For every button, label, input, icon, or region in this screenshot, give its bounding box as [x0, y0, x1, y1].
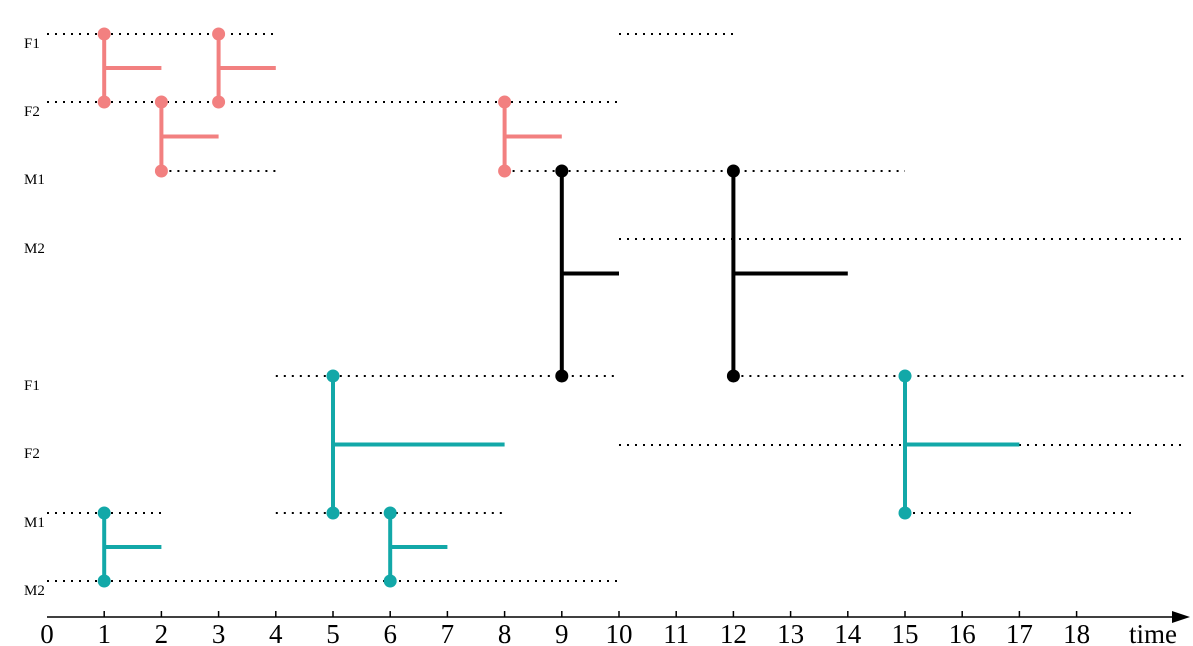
axis-tick-label: 4: [269, 619, 283, 646]
event-dot-top: [154, 95, 168, 109]
row-label-f1-bottom: F1: [24, 378, 40, 394]
event-dot-top: [498, 95, 512, 109]
axis-tick-label: 10: [606, 619, 633, 646]
row-label-f2-top: F2: [24, 104, 40, 120]
axis-tick-label: 17: [1006, 619, 1033, 646]
event-dot-bottom: [212, 95, 226, 109]
pairing-event: [498, 95, 562, 178]
pairing-event: [898, 369, 1020, 520]
axis-tick-label: 6: [383, 619, 397, 646]
axis-arrowhead: [1172, 611, 1190, 623]
event-dot-top: [898, 369, 912, 383]
event-dot-top: [97, 506, 111, 520]
event-dot-top: [726, 164, 740, 178]
pairing-event: [326, 369, 505, 520]
event-dot-top: [555, 164, 569, 178]
event-dot-bottom: [726, 369, 740, 383]
event-dot-top: [383, 506, 397, 520]
axis-tick-label: 8: [498, 619, 512, 646]
event-dot-bottom: [898, 506, 912, 520]
pairing-event: [97, 506, 162, 588]
axis-tick-label: 1: [97, 619, 111, 646]
pairing-event: [726, 164, 848, 383]
axis-tick-label: 7: [441, 619, 455, 646]
axis-tick-label: 3: [212, 619, 226, 646]
row-label-m2-bottom: M2: [24, 583, 45, 599]
axis-title: time: [1129, 619, 1177, 646]
event-dot-bottom: [498, 164, 512, 178]
axis-tick-label: 13: [777, 619, 804, 646]
event-dot-top: [212, 27, 226, 41]
axis-tick-label: 2: [155, 619, 169, 646]
axis-tick-label: 15: [892, 619, 919, 646]
event-dot-top: [97, 27, 111, 41]
pairing-event: [555, 164, 619, 383]
axis-tick-label: 12: [720, 619, 747, 646]
event-dot-bottom: [97, 574, 111, 588]
row-label-m2-top: M2: [24, 241, 45, 257]
pairing-event: [97, 27, 162, 109]
axis-tick-label: 9: [555, 619, 569, 646]
axis-tick-label: 11: [663, 619, 689, 646]
time-axis: time 0 1 2 3 4 5 6 7 8 9 10 11 12 13 14 15 16 17 18: [40, 611, 1190, 646]
event-dot-bottom: [326, 506, 340, 520]
axis-tick-label: 16: [949, 619, 976, 646]
event-dot-top: [326, 369, 340, 383]
row-label-f1-top: F1: [24, 36, 40, 52]
pairing-event: [212, 27, 276, 109]
event-dot-bottom: [555, 369, 569, 383]
row-label-m1-top: M1: [24, 172, 45, 188]
lineage-dotted-lines: [47, 33, 1186, 582]
pairing-events: [97, 27, 1020, 588]
pairing-event: [154, 95, 219, 178]
axis-tick-label: 5: [326, 619, 340, 646]
event-dot-bottom: [154, 164, 168, 178]
row-labels: F1 F2 M1 M2 F1 F2 M1 M2: [24, 36, 45, 599]
row-label-f2-bottom: F2: [24, 446, 40, 462]
axis-tick-label: 0: [40, 619, 54, 646]
event-dot-bottom: [97, 95, 111, 109]
row-label-m1-bottom: M1: [24, 515, 45, 531]
event-dot-bottom: [383, 574, 397, 588]
axis-tick-label: 14: [834, 619, 862, 646]
pairing-event: [383, 506, 448, 588]
axis-tick-label: 18: [1063, 619, 1090, 646]
